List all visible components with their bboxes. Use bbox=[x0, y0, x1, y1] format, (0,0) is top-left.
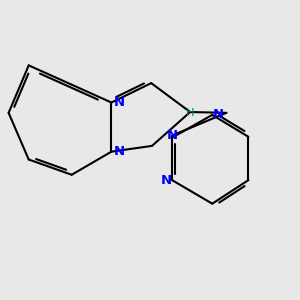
Text: N: N bbox=[113, 145, 124, 158]
Text: N: N bbox=[113, 96, 124, 109]
Text: H: H bbox=[186, 108, 194, 118]
Text: N: N bbox=[167, 129, 178, 142]
Text: N: N bbox=[161, 174, 172, 187]
Text: N: N bbox=[212, 108, 224, 122]
